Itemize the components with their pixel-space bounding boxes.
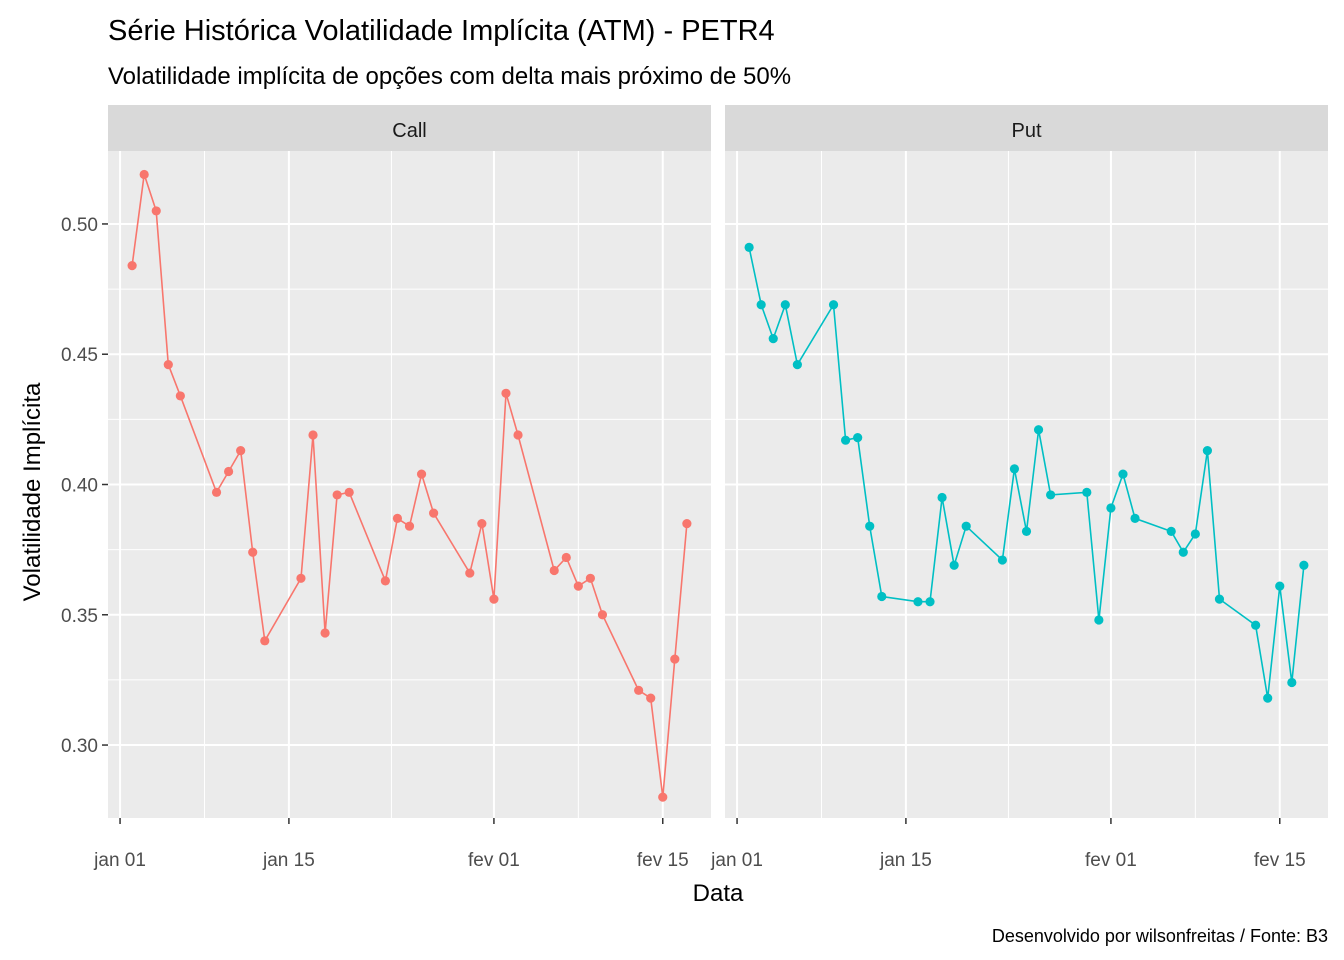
data-point: [937, 492, 947, 503]
data-point: [416, 469, 427, 479]
data-point: [1275, 581, 1285, 591]
data-point: [1202, 446, 1212, 456]
data-point: [465, 568, 475, 578]
x-tick-label: jan 15: [879, 850, 932, 871]
y-tick-label: 0.50: [61, 215, 98, 236]
y-tick-label: 0.45: [61, 345, 98, 366]
data-point: [429, 508, 439, 518]
data-point: [549, 565, 559, 576]
data-point: [1130, 513, 1140, 523]
data-point: [634, 685, 644, 695]
data-point: [877, 591, 887, 602]
x-tick-label: fev 01: [468, 850, 520, 871]
data-point: [597, 610, 608, 620]
data-point: [658, 792, 668, 802]
data-point: [1299, 560, 1309, 570]
data-point: [489, 594, 499, 604]
data-point: [477, 518, 487, 529]
data-point: [320, 628, 330, 638]
data-point: [248, 547, 258, 557]
data-point: [828, 300, 839, 310]
data-point: [501, 388, 511, 398]
data-point: [756, 300, 766, 310]
data-point: [260, 636, 270, 646]
chart-subtitle: Volatilidade implícita de opções com del…: [108, 63, 791, 90]
data-point: [1082, 487, 1092, 497]
data-point: [913, 597, 923, 607]
data-point: [792, 360, 802, 370]
facet-panels: Call jan 01 jan 15 fev 01 fev 15 0.30 0.35 0.40…: [61, 105, 1328, 871]
data-point: [344, 487, 354, 497]
data-point: [308, 430, 318, 440]
data-point: [853, 433, 863, 443]
data-point: [561, 552, 571, 563]
data-point: [1046, 490, 1056, 500]
x-tick-label: jan 01: [710, 850, 763, 871]
data-point: [646, 693, 656, 703]
data-point: [236, 446, 246, 456]
data-point: [573, 581, 583, 591]
y-tick-label: 0.40: [61, 476, 98, 497]
data-point: [1033, 425, 1044, 435]
y-axis-title: Volatilidade Implícita: [19, 382, 46, 601]
data-point: [1166, 526, 1176, 536]
facet-put: Put jan 01 jan 15 fev 01 fev 15: [710, 105, 1328, 871]
data-point: [585, 573, 596, 583]
x-tick-label: jan 01: [93, 850, 146, 871]
data-point: [841, 435, 851, 445]
data-point: [1118, 469, 1128, 479]
data-point: [1190, 529, 1200, 539]
x-tick-label: fev 01: [1085, 850, 1137, 871]
x-tick-label: jan 15: [262, 850, 315, 871]
data-point: [332, 490, 342, 500]
data-point: [151, 206, 161, 216]
facet-strip: [108, 105, 711, 151]
data-point: [670, 654, 680, 664]
data-point: [768, 333, 778, 344]
data-point: [961, 521, 971, 531]
data-point: [392, 513, 403, 523]
data-point: [1009, 464, 1020, 474]
data-point: [1287, 677, 1297, 688]
data-point: [175, 391, 185, 401]
facet-strip-label: Call: [392, 120, 426, 142]
data-point: [163, 360, 173, 370]
facet-strip-label: Put: [1011, 120, 1041, 142]
data-point: [1178, 547, 1188, 557]
facet-call: Call jan 01 jan 15 fev 01 fev 15 0.30 0.35 0.40…: [61, 105, 711, 871]
data-point: [780, 300, 790, 310]
data-point: [997, 555, 1007, 565]
x-tick-label: fev 15: [637, 850, 689, 871]
data-point: [224, 466, 234, 477]
data-point: [1021, 526, 1032, 536]
chart-title: Série Histórica Volatilidade Implícita (…: [108, 15, 775, 47]
data-point: [139, 169, 149, 180]
data-point: [949, 560, 959, 570]
data-point: [682, 518, 692, 529]
data-point: [1094, 615, 1104, 625]
y-tick-label: 0.30: [61, 736, 98, 757]
data-point: [513, 430, 523, 440]
x-axis-title: Data: [693, 880, 744, 907]
data-point: [1251, 620, 1261, 630]
data-point: [1106, 503, 1116, 513]
data-point: [744, 242, 754, 253]
data-point: [404, 521, 415, 531]
data-point: [211, 487, 222, 497]
data-point: [380, 576, 390, 586]
data-point: [1214, 594, 1225, 604]
data-point: [296, 573, 306, 583]
data-point: [1263, 693, 1273, 703]
facet-strip: [725, 105, 1328, 151]
chart-caption: Desenvolvido por wilsonfreitas / Fonte: …: [992, 926, 1328, 946]
x-tick-label: fev 15: [1254, 850, 1306, 871]
data-point: [865, 521, 875, 531]
y-tick-label: 0.35: [61, 606, 98, 627]
data-point: [925, 597, 935, 607]
data-point: [127, 261, 137, 271]
